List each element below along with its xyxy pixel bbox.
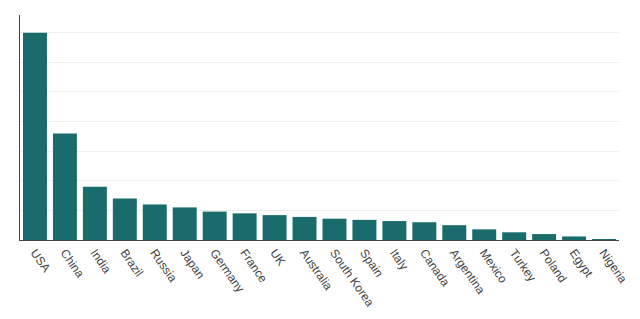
- svg-text:UK: UK: [267, 247, 288, 269]
- svg-text:Egypt: Egypt: [567, 247, 596, 281]
- svg-text:Poland: Poland: [537, 247, 570, 286]
- svg-text:Argentina: Argentina: [447, 247, 488, 297]
- svg-text:France: France: [237, 247, 270, 286]
- svg-text:China: China: [58, 247, 88, 281]
- svg-text:Japan: Japan: [177, 247, 207, 282]
- svg-text:Russia: Russia: [147, 247, 180, 285]
- svg-text:USA: USA: [28, 247, 54, 275]
- svg-text:India: India: [88, 247, 115, 277]
- svg-text:Italy: Italy: [387, 247, 411, 273]
- svg-text:Mexico: Mexico: [477, 247, 510, 286]
- svg-text:Nigeria: Nigeria: [597, 247, 630, 286]
- svg-text:Brazil: Brazil: [117, 247, 146, 280]
- svg-text:Canada: Canada: [417, 247, 453, 290]
- svg-text:Australia: Australia: [297, 247, 335, 294]
- svg-text:Germany: Germany: [207, 247, 247, 295]
- svg-text:Spain: Spain: [357, 247, 386, 280]
- svg-text:Turkey: Turkey: [507, 247, 539, 285]
- svg-text:South Korea: South Korea: [327, 247, 377, 310]
